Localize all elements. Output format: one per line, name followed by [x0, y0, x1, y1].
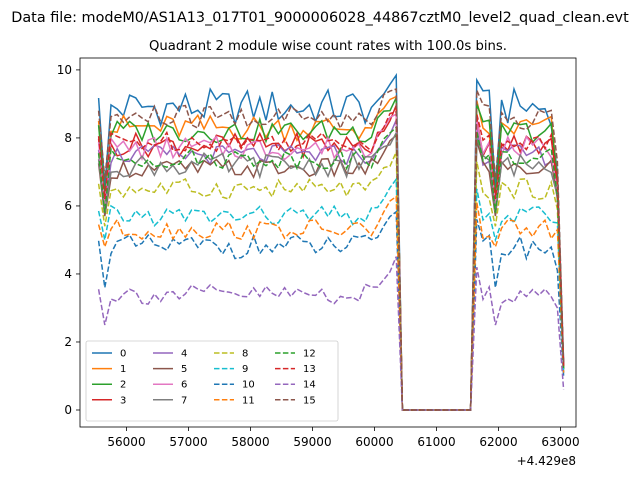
legend-label: 0 [120, 349, 126, 360]
series-line-12 [97, 125, 565, 411]
series-line-14 [97, 256, 565, 411]
series-line-11 [97, 195, 565, 411]
legend-label: 8 [242, 349, 248, 360]
legend-label: 9 [242, 364, 248, 375]
x-axis: 56000 57000 58000 59000 60000 61000 62000 63000 [107, 427, 580, 449]
series-line-0 [97, 72, 565, 411]
legend-label: 5 [181, 364, 187, 375]
x-tick-label: 61000 [417, 435, 455, 449]
legend-label: 14 [303, 380, 316, 391]
legend-frame [85, 340, 339, 422]
series-line-9 [97, 177, 565, 411]
legend-label: 15 [303, 395, 316, 406]
x-tick-label: 57000 [169, 435, 207, 449]
legend-label: 7 [181, 395, 187, 406]
legend-label: 6 [181, 380, 187, 391]
x-tick-label: 58000 [231, 435, 269, 449]
legend-label: 13 [303, 364, 316, 375]
series-line-15 [97, 87, 565, 411]
plot-area-frame [79, 57, 577, 428]
x-tick-label: 56000 [107, 435, 145, 449]
y-tick-label: 2 [64, 335, 72, 349]
series-line-1 [97, 95, 565, 411]
legend-label: 12 [303, 349, 316, 360]
y-tick-label: 10 [57, 63, 72, 77]
chart-suptitle: Data file: modeM0/AS1A13_017T01_90000060… [11, 10, 629, 26]
legend-label: 2 [120, 380, 126, 391]
y-tick-label: 8 [64, 131, 72, 145]
y-tick-label: 6 [64, 199, 72, 213]
legend-label: 4 [181, 349, 187, 360]
x-tick-label: 62000 [479, 435, 517, 449]
series-line-8 [97, 151, 565, 411]
legend-label: 1 [120, 364, 126, 375]
series-line-10 [97, 210, 565, 411]
series-line-6 [97, 112, 565, 411]
y-axis: 0 2 4 6 8 10 [57, 63, 80, 417]
legend-label: 3 [120, 395, 126, 406]
legend-label: 11 [242, 395, 255, 406]
y-tick-label: 4 [64, 267, 72, 281]
y-tick-label: 0 [64, 403, 72, 417]
plot-lines [97, 72, 565, 411]
x-tick-label: 63000 [541, 435, 579, 449]
legend-label: 10 [242, 380, 255, 391]
x-tick-label: 59000 [293, 435, 331, 449]
series-line-2 [97, 97, 565, 411]
series-line-13 [97, 110, 565, 411]
chart-title: Quadrant 2 module wise count rates with … [149, 39, 507, 54]
x-offset-label: +4.429e8 [517, 454, 576, 468]
x-tick-label: 60000 [355, 435, 393, 449]
